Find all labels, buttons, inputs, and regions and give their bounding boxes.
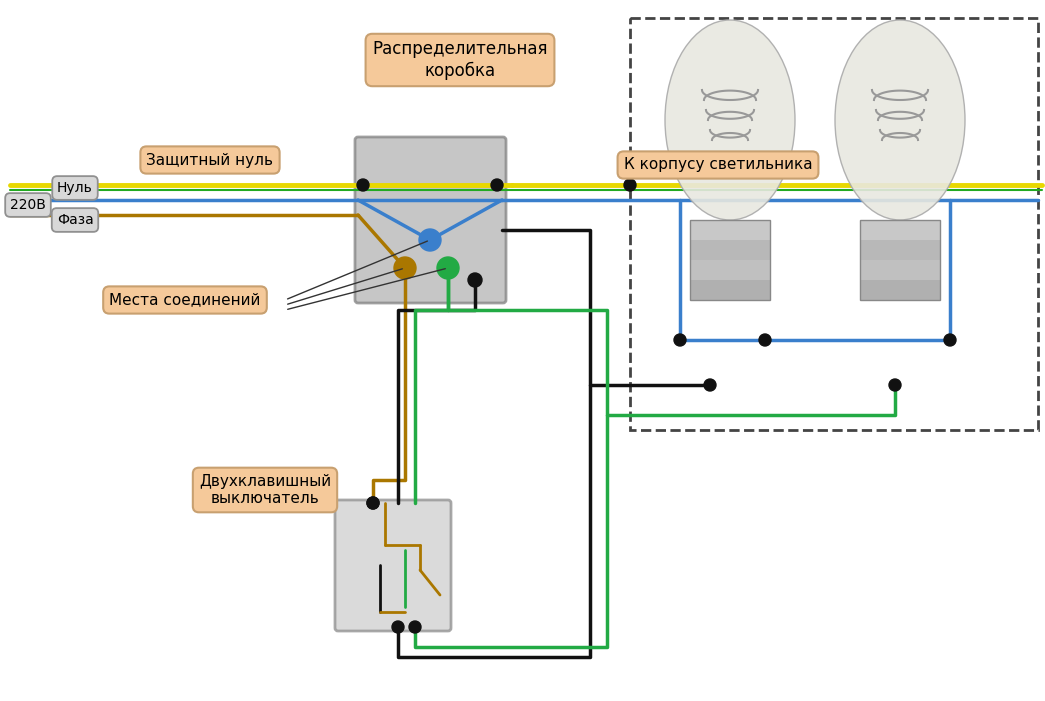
Bar bbox=[860, 220, 940, 300]
Bar bbox=[860, 260, 940, 280]
Text: Нуль: Нуль bbox=[57, 181, 93, 195]
Text: 220В: 220В bbox=[10, 198, 46, 212]
Bar bbox=[630, 18, 1038, 430]
Text: Места соединений: Места соединений bbox=[110, 292, 260, 308]
Text: Защитный нуль: Защитный нуль bbox=[146, 153, 274, 168]
Circle shape bbox=[759, 334, 771, 346]
Text: Фаза: Фаза bbox=[56, 213, 93, 227]
Ellipse shape bbox=[835, 20, 965, 220]
Circle shape bbox=[367, 497, 379, 509]
Circle shape bbox=[674, 334, 686, 346]
Text: Распределительная
коробка: Распределительная коробка bbox=[372, 41, 548, 79]
Bar bbox=[690, 260, 770, 280]
Circle shape bbox=[491, 179, 503, 191]
Circle shape bbox=[437, 257, 459, 279]
Bar bbox=[690, 280, 770, 300]
Text: К корпусу светильника: К корпусу светильника bbox=[624, 158, 812, 172]
Text: Двухклавишный
выключатель: Двухклавишный выключатель bbox=[199, 474, 331, 506]
Circle shape bbox=[409, 621, 421, 633]
Circle shape bbox=[419, 229, 441, 251]
Circle shape bbox=[394, 257, 416, 279]
Circle shape bbox=[704, 379, 716, 391]
Circle shape bbox=[357, 179, 369, 191]
FancyBboxPatch shape bbox=[335, 500, 451, 631]
Circle shape bbox=[367, 497, 379, 509]
Ellipse shape bbox=[665, 20, 795, 220]
Circle shape bbox=[944, 334, 956, 346]
Bar bbox=[690, 220, 770, 240]
Circle shape bbox=[468, 273, 482, 287]
Bar bbox=[860, 220, 940, 240]
Bar bbox=[690, 240, 770, 260]
Bar bbox=[860, 240, 940, 260]
Circle shape bbox=[392, 621, 404, 633]
Circle shape bbox=[889, 379, 901, 391]
FancyBboxPatch shape bbox=[355, 137, 506, 303]
Bar bbox=[690, 220, 770, 300]
Bar bbox=[860, 280, 940, 300]
Circle shape bbox=[624, 179, 636, 191]
